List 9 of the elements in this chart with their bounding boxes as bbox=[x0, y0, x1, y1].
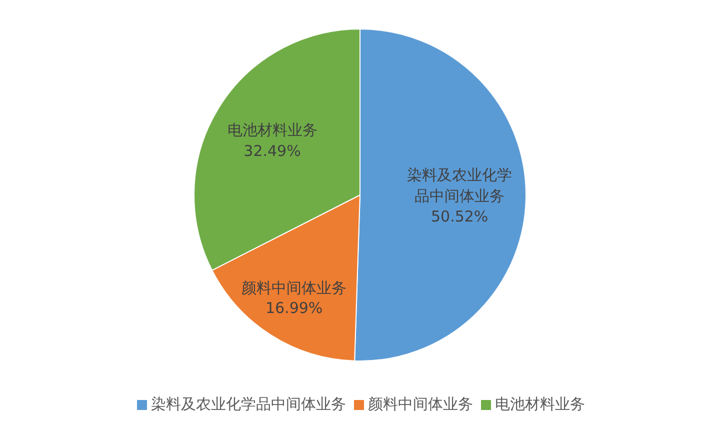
data-label: 32.49% bbox=[244, 142, 301, 160]
slice-label: 颜料中间体业务 bbox=[240, 278, 348, 299]
legend-label: 染料及农业化学品中间体业务 bbox=[151, 395, 346, 414]
data-label: 50.52% bbox=[430, 208, 488, 226]
slice-label: 染料及农业化学品中间体业务 bbox=[406, 165, 514, 208]
data-label: 16.99% bbox=[265, 299, 323, 318]
legend-label: 颜料中间体业务 bbox=[368, 395, 473, 414]
slice-label: 电池材料业务 bbox=[226, 120, 318, 142]
legend-label: 电池材料业务 bbox=[495, 395, 585, 414]
